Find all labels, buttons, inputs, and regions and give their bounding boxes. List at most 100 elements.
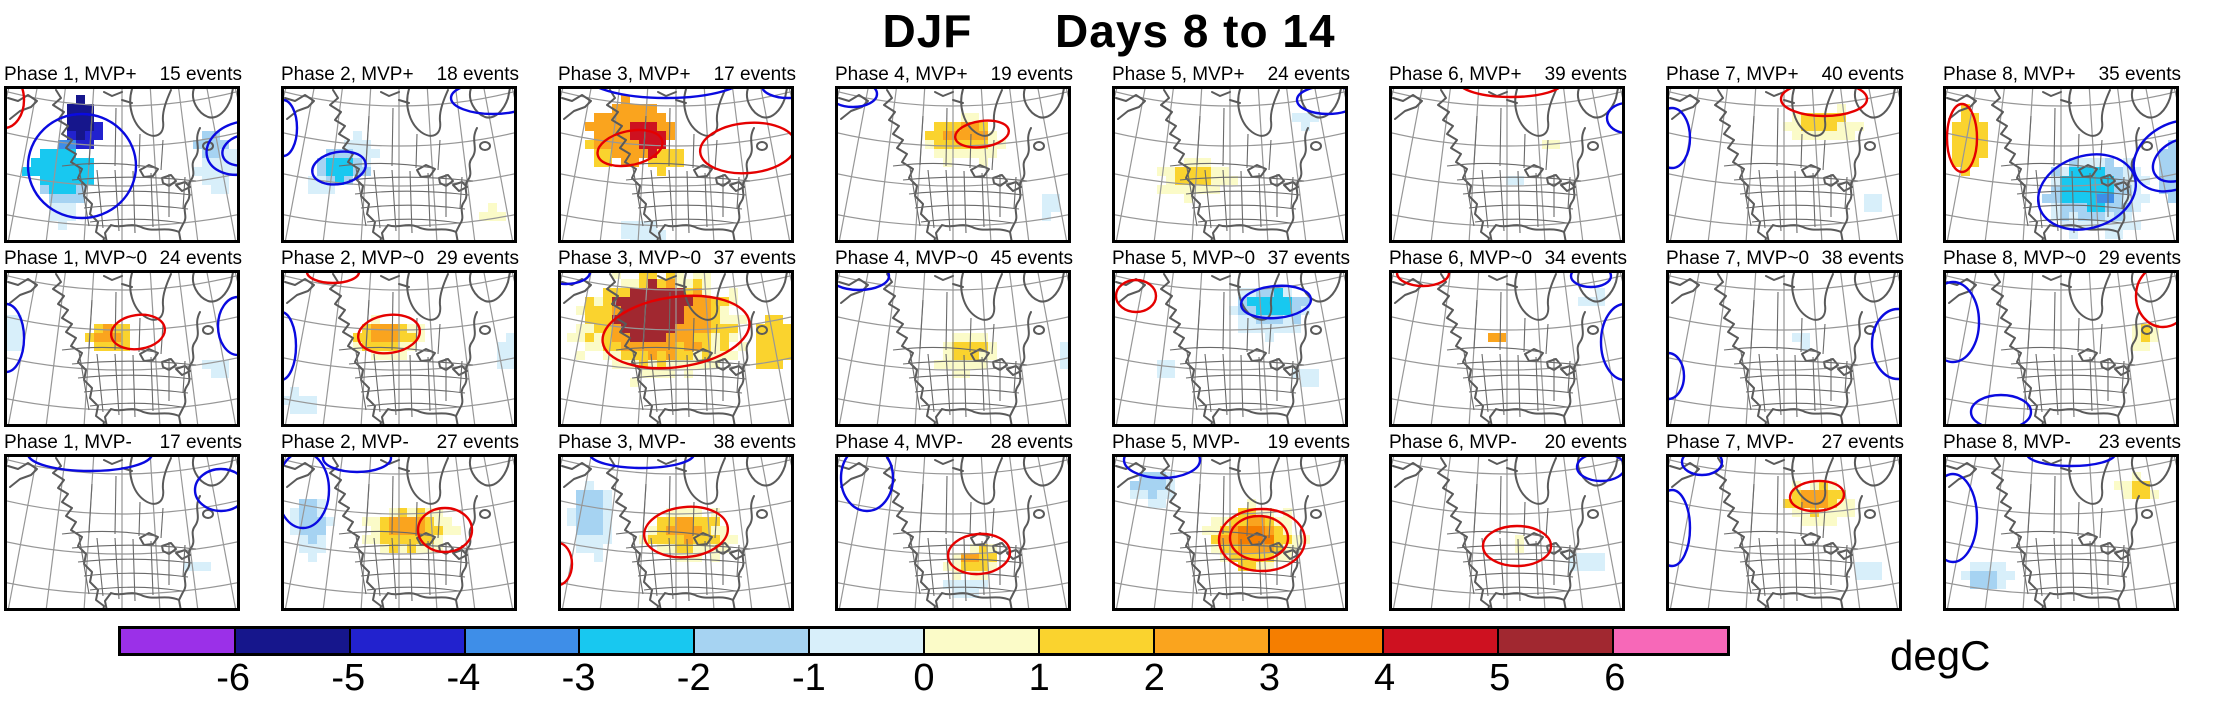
panel-event-count: 38 events [713,432,796,453]
map-canvas [558,270,794,427]
map-canvas [558,454,794,611]
anomaly-contours [6,88,238,220]
panel-label: Phase 2, MVP~0 [281,248,425,269]
panel-event-count: 38 events [1821,248,1904,269]
map-panel-phase6-MVPminus: Phase 6, MVP- 20 events [1389,432,1666,611]
anomaly-contours [1668,307,1900,401]
coastlines [1115,456,1342,609]
map-canvas [835,86,1071,243]
colorbar-tick-5: 5 [1489,657,1511,699]
map-canvas [1666,454,1902,611]
map-panel-phase2-MVPabout0: Phase 2, MVP~0 29 events [281,248,558,427]
panel-label: Phase 5, MVP- [1112,432,1240,453]
map-panel-phase3-MVPplus: Phase 3, MVP+ 17 events [558,64,835,243]
anomaly-contours [27,456,238,513]
map-panel-phase3-MVPminus: Phase 3, MVP- 38 events [558,432,835,611]
panel-header: Phase 2, MVP- 27 events [281,432,521,454]
panel-header: Phase 7, MVP+ 40 events [1666,64,1906,86]
panel-event-count: 39 events [1544,64,1627,85]
map-canvas [1112,86,1348,243]
anomaly-contours [560,272,751,370]
panel-label: Phase 5, MVP+ [1112,64,1245,85]
anomaly-contours [837,272,891,292]
panel-label: Phase 7, MVP+ [1666,64,1799,85]
panel-label: Phase 5, MVP~0 [1112,248,1256,269]
panel-header: Phase 2, MVP~0 29 events [281,248,521,270]
colorbar [118,626,1730,656]
coastlines [838,88,1065,241]
colorbar-tick-1: 1 [1028,657,1050,699]
colorbar-segment-2 [350,629,466,653]
figure-title: DJF Days 8 to 14 [882,5,1336,57]
panel-event-count: 15 events [159,64,242,85]
panel-event-count: 27 events [1821,432,1904,453]
panel-header: Phase 1, MVP~0 24 events [4,248,244,270]
panel-header: Phase 3, MVP~0 37 events [558,248,798,270]
map-canvas [835,270,1071,427]
anomaly-contours [1668,456,1846,568]
coastlines [7,272,234,425]
colorbar-unit-label: degC [1890,632,1991,679]
map-canvas [1112,270,1348,427]
colorbar-tick--5: -5 [331,657,366,699]
map-panel-phase7-MVPabout0: Phase 7, MVP~0 38 events [1666,248,1943,427]
panel-header: Phase 6, MVP- 20 events [1389,432,1629,454]
state-borders [892,291,1028,418]
map-canvas [1666,270,1902,427]
state-borders [338,475,474,602]
map-panel-phase8-MVPplus: Phase 8, MVP+ 35 events [1943,64,2218,243]
anomaly-contours [1295,88,1346,116]
colorbar-segment-10 [1269,629,1385,653]
panel-event-count: 28 events [990,432,1073,453]
panel-header: Phase 5, MVP- 19 events [1112,432,1352,454]
map-panel-phase6-MVPplus: Phase 6, MVP+ 39 events [1389,64,1666,243]
colorbar-stack: -6 -5 -4 -3 -2 -1 0 1 2 3 4 5 6 [118,626,1730,700]
map-panel-phase4-MVPminus: Phase 4, MVP- 28 events [835,432,1112,611]
panel-label: Phase 1, MVP~0 [4,248,148,269]
panel-header: Phase 7, MVP~0 38 events [1666,248,1906,270]
panel-header: Phase 5, MVP~0 37 events [1112,248,1352,270]
panel-event-count: 19 events [1267,432,1350,453]
panel-header: Phase 1, MVP- 17 events [4,432,244,454]
graticule [1114,456,1346,609]
panel-label: Phase 3, MVP+ [558,64,691,85]
panel-label: Phase 3, MVP~0 [558,248,702,269]
panel-label: Phase 7, MVP- [1666,432,1794,453]
panel-event-count: 23 events [2098,432,2181,453]
panel-label: Phase 2, MVP- [281,432,409,453]
coastlines [1669,456,1896,609]
anomaly-contours [283,88,515,186]
panel-label: Phase 8, MVP~0 [1943,248,2087,269]
panel-grid: Phase 1, MVP+ 15 events Phase 2, MVP+ 18 ev… [4,64,2218,616]
anomaly-contours [1945,102,2177,231]
map-panel-phase7-MVPminus: Phase 7, MVP- 27 events [1666,432,1943,611]
panel-header: Phase 1, MVP+ 15 events [4,64,244,86]
panel-event-count: 19 events [990,64,1073,85]
state-borders [1446,107,1582,234]
colorbar-segment-5 [695,629,811,653]
coastlines [1669,272,1896,425]
map-panel-phase3-MVPabout0: Phase 3, MVP~0 37 events [558,248,835,427]
anomaly-contours [283,272,422,381]
colorbar-tick--2: -2 [676,657,711,699]
state-borders [61,475,197,602]
map-canvas [4,270,240,427]
map-canvas [281,454,517,611]
panel-event-count: 34 events [1544,248,1627,269]
colorbar-segment-12 [1499,629,1615,653]
map-panel-phase5-MVPplus: Phase 5, MVP+ 24 events [1112,64,1389,243]
anomaly-shading [934,333,1069,378]
figure-root: DJF Days 8 to 14 Phase 1, MVP+ 15 events P… [0,6,2218,714]
state-borders [1723,107,1859,234]
panel-label: Phase 8, MVP- [1943,432,2071,453]
anomaly-contours [839,456,1012,576]
state-borders [61,291,197,418]
coastlines [561,272,788,425]
panel-label: Phase 7, MVP~0 [1666,248,1810,269]
map-canvas [1943,454,2179,611]
map-canvas [1943,86,2179,243]
anomaly-contours [1945,456,2116,564]
state-borders [1446,291,1582,418]
map-panel-phase7-MVPplus: Phase 7, MVP+ 40 events [1666,64,1943,243]
anomaly-shading [1961,472,2159,589]
